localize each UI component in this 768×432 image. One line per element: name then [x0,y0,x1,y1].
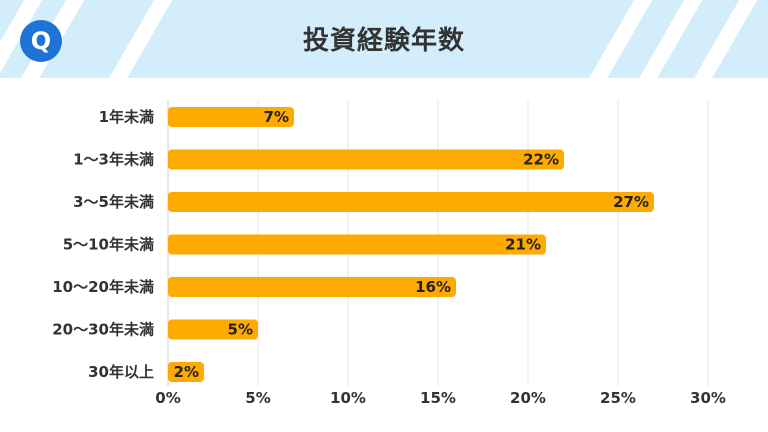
header-banner: Q 投資経験年数 [0,0,768,78]
bar-value-label: 22% [523,151,559,169]
q-logo-icon: Q [20,20,62,62]
bar [168,277,456,297]
category-label: 1年未満 [99,108,154,126]
category-label: 10～20年未満 [52,278,154,296]
category-label: 20～30年未満 [52,321,154,339]
bar-value-label: 2% [174,363,199,381]
category-label: 3～5年未満 [73,193,154,211]
logo-letter: Q [30,27,52,55]
chart-title: 投資経験年数 [302,26,465,56]
bar-chart: 0% 5% 10% 15% 20% 25% 30% 1年未満 7% 1～3年未満 22% 3～5年未満… [52,100,726,407]
x-tick-label: 0% [155,389,180,407]
x-tick-label: 15% [420,389,456,407]
bar [168,319,258,340]
x-tick-label: 30% [690,389,726,407]
bar [168,192,654,212]
x-tick-label: 10% [330,389,366,407]
category-label: 30年以上 [88,363,154,381]
bars [168,107,654,382]
bar [168,149,564,170]
bar-value-label: 16% [415,278,451,296]
category-label: 5～10年未満 [63,236,154,254]
bar [168,234,546,255]
bar-value-label: 21% [505,236,541,254]
x-tick-label: 20% [510,389,546,407]
category-label: 1～3年未満 [73,151,154,169]
bar [168,107,294,127]
bar-value-label: 7% [264,108,289,126]
labels: 0% 5% 10% 15% 20% 25% 30% 1年未満 7% 1～3年未満 22% 3～5年未満… [52,108,726,407]
bar-value-label: 5% [228,321,253,339]
bar [168,362,204,382]
bar-value-label: 27% [613,193,649,211]
x-tick-label: 25% [600,389,636,407]
x-tick-label: 5% [245,389,270,407]
